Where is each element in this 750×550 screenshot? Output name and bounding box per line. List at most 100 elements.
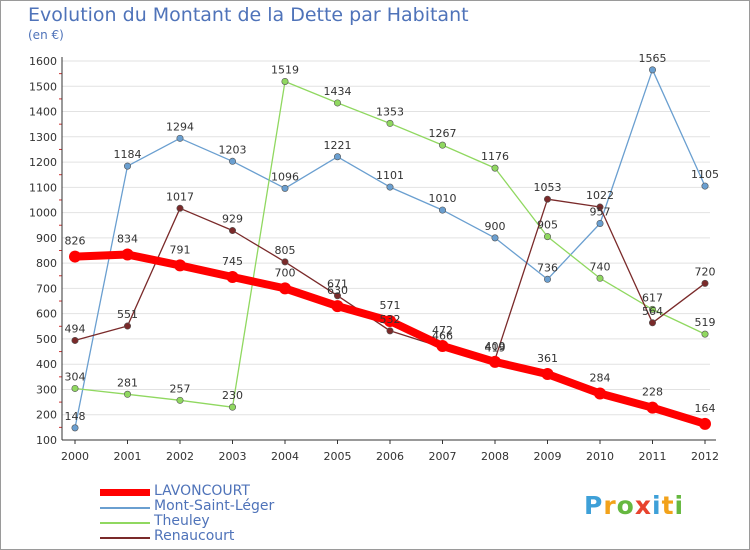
x-tick-label: 2006 bbox=[376, 450, 404, 463]
chart-subtitle: (en €) bbox=[28, 28, 64, 42]
data-point bbox=[229, 227, 237, 235]
legend-label: LAVONCOURT bbox=[154, 483, 250, 499]
data-point bbox=[438, 206, 446, 214]
y-tick-label: 800 bbox=[36, 257, 57, 270]
data-label: 148 bbox=[65, 410, 86, 423]
data-point bbox=[124, 162, 132, 170]
x-tick-labels: 2000 2001 2002 2003 2004 2005 2006 2007 2008 2009… bbox=[61, 450, 719, 463]
logo-letter: r bbox=[603, 491, 617, 520]
data-point bbox=[543, 195, 551, 203]
data-point bbox=[386, 119, 394, 127]
data-point bbox=[331, 300, 344, 313]
data-point bbox=[71, 384, 79, 392]
data-label: 700 bbox=[275, 266, 296, 279]
legend-swatch bbox=[100, 537, 150, 539]
data-point bbox=[279, 282, 291, 295]
data-label: 1184 bbox=[114, 148, 142, 161]
data-point bbox=[384, 314, 396, 327]
data-point bbox=[648, 305, 656, 313]
data-label: 419 bbox=[485, 341, 506, 354]
logo-letter: x bbox=[634, 491, 652, 520]
data-label: 1294 bbox=[166, 120, 194, 133]
data-point bbox=[333, 99, 341, 107]
y-tick-label: 1400 bbox=[29, 106, 57, 119]
data-label: 164 bbox=[695, 402, 716, 415]
data-label: 1267 bbox=[429, 127, 457, 140]
y-tick-labels: 100 200 300 400 500 600 700 800 900 1000 1100 1200 1… bbox=[29, 55, 57, 447]
data-point bbox=[701, 279, 709, 287]
data-point bbox=[124, 322, 132, 330]
data-point bbox=[176, 134, 184, 142]
data-point bbox=[543, 233, 551, 241]
data-point bbox=[648, 66, 656, 74]
y-tick-label: 1500 bbox=[29, 80, 57, 93]
data-point bbox=[596, 219, 604, 227]
data-label: 230 bbox=[222, 389, 243, 402]
y-tick-label: 200 bbox=[36, 409, 57, 422]
data-point bbox=[226, 271, 239, 284]
data-label: 1096 bbox=[271, 170, 299, 183]
y-tick-label: 1300 bbox=[29, 131, 57, 144]
data-point bbox=[229, 157, 237, 165]
data-point bbox=[541, 368, 554, 381]
data-point bbox=[69, 250, 81, 263]
data-point bbox=[594, 387, 606, 400]
data-point bbox=[646, 401, 659, 414]
logo-letter: t bbox=[661, 491, 675, 520]
data-label: 472 bbox=[432, 324, 453, 337]
data-point bbox=[701, 182, 709, 190]
data-label: 1176 bbox=[481, 150, 509, 163]
data-label: 1203 bbox=[219, 143, 247, 156]
data-label: 1353 bbox=[376, 105, 404, 118]
data-label: 1101 bbox=[376, 169, 404, 182]
data-label: 834 bbox=[117, 233, 138, 246]
data-label: 304 bbox=[65, 370, 86, 383]
data-label: 1519 bbox=[271, 63, 299, 76]
data-label: 228 bbox=[642, 386, 663, 399]
data-point bbox=[281, 77, 289, 85]
data-label: 1053 bbox=[534, 181, 562, 194]
legend-label: Theuley bbox=[154, 513, 210, 529]
data-label: 284 bbox=[590, 372, 611, 385]
data-point bbox=[386, 183, 394, 191]
y-tick-label: 100 bbox=[36, 434, 57, 447]
data-point bbox=[436, 340, 449, 353]
x-tick-label: 2004 bbox=[271, 450, 299, 463]
x-tick-label: 2008 bbox=[481, 450, 509, 463]
data-point bbox=[71, 336, 79, 344]
data-point bbox=[648, 319, 656, 327]
data-point bbox=[701, 330, 709, 338]
legend-label: Renaucourt bbox=[154, 528, 235, 544]
data-labels: 148 1184 1294 1203 1096 1221 1101 1010 900 736 957… bbox=[65, 52, 720, 423]
data-label: 791 bbox=[170, 243, 191, 256]
data-label: 564 bbox=[642, 305, 663, 318]
data-point bbox=[281, 258, 289, 266]
data-label: 900 bbox=[485, 220, 506, 233]
data-label: 826 bbox=[65, 235, 86, 248]
y-tick-label: 700 bbox=[36, 282, 57, 295]
data-point bbox=[121, 248, 134, 261]
data-label: 1221 bbox=[324, 139, 352, 152]
x-tick-label: 2007 bbox=[429, 450, 457, 463]
logo-letter: i bbox=[674, 491, 685, 520]
chart-title: Evolution du Montant de la Dette par Hab… bbox=[28, 4, 469, 26]
data-label: 1017 bbox=[166, 190, 194, 203]
data-label: 281 bbox=[117, 376, 138, 389]
data-point bbox=[176, 204, 184, 212]
data-label: 1010 bbox=[429, 192, 457, 205]
data-point bbox=[333, 292, 341, 300]
data-point bbox=[229, 403, 237, 411]
data-label: 671 bbox=[327, 278, 348, 291]
data-label: 519 bbox=[695, 316, 716, 329]
data-label: 905 bbox=[537, 219, 558, 232]
data-label: 957 bbox=[590, 205, 611, 218]
data-label: 532 bbox=[380, 313, 401, 326]
data-label: 409 bbox=[485, 340, 506, 353]
data-point bbox=[438, 141, 446, 149]
legend-swatch bbox=[100, 489, 150, 496]
data-label: 617 bbox=[642, 291, 663, 304]
data-point bbox=[543, 275, 551, 283]
data-point bbox=[699, 417, 711, 430]
data-label: 1434 bbox=[324, 85, 352, 98]
x-tick-label: 2005 bbox=[324, 450, 352, 463]
